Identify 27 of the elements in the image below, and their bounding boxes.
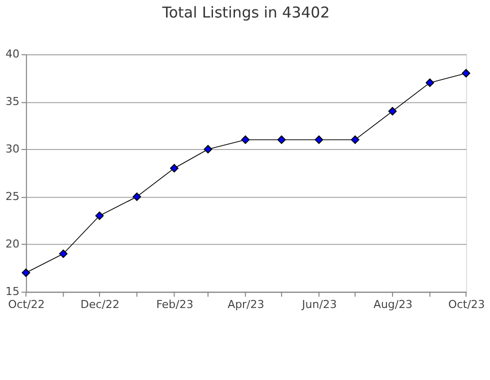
x-tick-label: Oct/22 <box>8 298 45 312</box>
point <box>388 107 397 116</box>
point <box>241 136 250 144</box>
x-tick-label: Feb/23 <box>156 298 194 312</box>
point <box>204 145 212 154</box>
point <box>462 69 470 78</box>
point <box>170 164 178 172</box>
x-tick-label: Jun/23 <box>301 298 337 312</box>
point <box>59 250 68 258</box>
point <box>314 136 324 144</box>
y-tick-label: 35 <box>5 95 20 108</box>
point <box>277 136 286 144</box>
x-tick-label: Aug/23 <box>373 298 413 312</box>
point <box>426 78 434 87</box>
point <box>22 268 30 277</box>
y-tick-label: 40 <box>5 48 20 61</box>
y-tick-label: 20 <box>5 238 20 251</box>
y-tick-label: 15 <box>5 285 20 298</box>
point <box>132 192 142 201</box>
y-tick-label: 25 <box>5 190 20 204</box>
x-tick-label: Oct/23 <box>448 298 485 312</box>
x-tick-label: Dec/22 <box>80 298 120 312</box>
x-tick-label: Apr/23 <box>228 298 264 312</box>
point <box>95 212 104 220</box>
point <box>350 136 360 144</box>
chart-title: Total Listings in 43402 <box>161 3 330 22</box>
y-tick-label: 30 <box>5 142 20 156</box>
